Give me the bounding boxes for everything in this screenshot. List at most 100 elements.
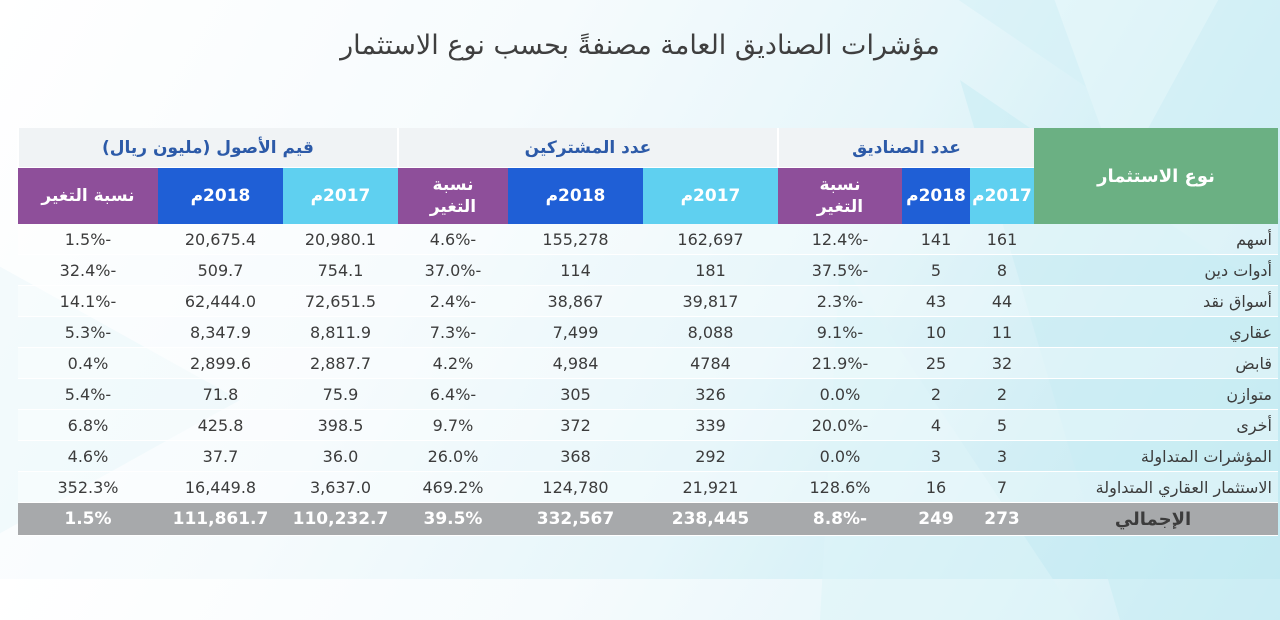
header-subscribers-2018: 2018م bbox=[507, 167, 643, 224]
header-change-bottom: التغير bbox=[816, 197, 864, 217]
cell-assets-change: -5.3% bbox=[17, 316, 158, 348]
header-change-bottom: التغير bbox=[429, 197, 477, 217]
cell-subscribers-2018: 305 bbox=[507, 378, 643, 410]
cell-subscribers-2017: 181 bbox=[642, 254, 778, 286]
cell-subscribers-change: -6.4% bbox=[397, 378, 508, 410]
cell-subscribers-2018: 38,867 bbox=[507, 285, 643, 317]
cell-name: الاستثمار العقاري المتداولة bbox=[1034, 471, 1278, 503]
table-row: الاستثمار العقاري المتداولة 7 16 128.6% 21,9… bbox=[17, 471, 1278, 503]
cell-funds-2018: 25 bbox=[902, 347, 970, 379]
cell-funds-2017: 8 bbox=[970, 254, 1034, 286]
cell-funds-change: -20.0% bbox=[777, 409, 902, 441]
cell-assets-2018: 62,444.0 bbox=[157, 285, 283, 317]
table-row: أسهم 161 141 -12.4% 162,697 155,278 -4.6% 20,98… bbox=[17, 224, 1278, 255]
header-group-assets: قيم الأصول (مليون ريال) bbox=[16, 128, 398, 168]
cell-funds-2018: 4 bbox=[902, 409, 970, 441]
cell-name: أسواق نقد bbox=[1034, 285, 1278, 317]
cell-subscribers-2017: 21,921 bbox=[642, 471, 778, 503]
cell-subscribers-2017: 339 bbox=[642, 409, 778, 441]
cell-funds-2017: 2 bbox=[970, 378, 1034, 410]
cell-assets-2018: 111,861.7 bbox=[157, 502, 283, 536]
cell-funds-2018: 16 bbox=[902, 471, 970, 503]
cell-funds-change: 0.0% bbox=[777, 440, 902, 472]
cell-subscribers-2018: 368 bbox=[507, 440, 643, 472]
table-row: قابض 32 25 -21.9% 4784 4,984 4.2% 2,887.7 2,899.… bbox=[17, 347, 1278, 379]
cell-subscribers-2017: 4784 bbox=[642, 347, 778, 379]
cell-funds-2017: 273 bbox=[970, 502, 1034, 536]
header-change-top: نسبة bbox=[819, 175, 861, 195]
cell-subscribers-2018: 7,499 bbox=[507, 316, 643, 348]
cell-assets-2017: 110,232.7 bbox=[282, 502, 398, 536]
cell-funds-2017: 7 bbox=[970, 471, 1034, 503]
header-group-funds: عدد الصناديق bbox=[776, 128, 1034, 168]
cell-subscribers-change: 469.2% bbox=[397, 471, 508, 503]
cell-funds-2017: 11 bbox=[970, 316, 1034, 348]
cell-assets-2017: 8,811.9 bbox=[282, 316, 398, 348]
cell-subscribers-change: -2.4% bbox=[397, 285, 508, 317]
header-change-top: نسبة bbox=[432, 175, 474, 195]
cell-subscribers-2018: 114 bbox=[507, 254, 643, 286]
cell-funds-change: 128.6% bbox=[777, 471, 902, 503]
cell-funds-2018: 3 bbox=[902, 440, 970, 472]
cell-subscribers-2018: 332,567 bbox=[507, 502, 643, 536]
cell-subscribers-2017: 8,088 bbox=[642, 316, 778, 348]
cell-subscribers-change: -4.6% bbox=[397, 224, 508, 255]
cell-subscribers-change: 26.0% bbox=[397, 440, 508, 472]
cell-assets-change: -32.4% bbox=[17, 254, 158, 286]
cell-assets-2018: 16,449.8 bbox=[157, 471, 283, 503]
cell-assets-2018: 71.8 bbox=[157, 378, 283, 410]
header-assets-change: نسبة التغير bbox=[17, 167, 158, 224]
cell-funds-2017: 161 bbox=[970, 224, 1034, 255]
cell-funds-2017: 3 bbox=[970, 440, 1034, 472]
header-assets-2018: 2018م bbox=[157, 167, 283, 224]
header-funds-change: نسبة التغير bbox=[777, 167, 902, 224]
cell-assets-2017: 754.1 bbox=[282, 254, 398, 286]
cell-name: أخرى bbox=[1034, 409, 1278, 441]
indicators-table-wrapper: نوع الاستثمار عدد الصناديق عدد المشتركين… bbox=[16, 128, 1278, 536]
cell-assets-change: 352.3% bbox=[17, 471, 158, 503]
cell-assets-change: 6.8% bbox=[17, 409, 158, 441]
header-investment-type: نوع الاستثمار bbox=[1034, 128, 1278, 224]
cell-assets-change: -5.4% bbox=[17, 378, 158, 410]
header-subscribers-change: نسبة التغير bbox=[397, 167, 508, 224]
cell-assets-change: -1.5% bbox=[17, 224, 158, 255]
cell-funds-2018: 43 bbox=[902, 285, 970, 317]
cell-subscribers-2018: 124,780 bbox=[507, 471, 643, 503]
header-funds-2017: 2017م bbox=[970, 167, 1034, 224]
cell-funds-change: -8.8% bbox=[777, 502, 902, 536]
table-row: أدوات دين 8 5 -37.5% 181 114 -37.0% 754.1 509.7-… bbox=[17, 254, 1278, 286]
cell-subscribers-2017: 162,697 bbox=[642, 224, 778, 255]
cell-subscribers-2018: 372 bbox=[507, 409, 643, 441]
cell-subscribers-2018: 155,278 bbox=[507, 224, 643, 255]
cell-assets-2018: 509.7 bbox=[157, 254, 283, 286]
cell-name: الإجمالي bbox=[1034, 502, 1278, 536]
cell-funds-change: -37.5% bbox=[777, 254, 902, 286]
cell-name: أسهم bbox=[1034, 224, 1278, 255]
table-body: أسهم 161 141 -12.4% 162,697 155,278 -4.6% 20,98… bbox=[17, 224, 1278, 536]
header-subscribers-2017: 2017م bbox=[642, 167, 778, 224]
cell-funds-2018: 141 bbox=[902, 224, 970, 255]
cell-name: عقاري bbox=[1034, 316, 1278, 348]
cell-assets-2018: 2,899.6 bbox=[157, 347, 283, 379]
cell-funds-2017: 44 bbox=[970, 285, 1034, 317]
cell-name: المؤشرات المتداولة bbox=[1034, 440, 1278, 472]
cell-assets-2017: 36.0 bbox=[282, 440, 398, 472]
cell-assets-2018: 425.8 bbox=[157, 409, 283, 441]
cell-subscribers-change: -37.0% bbox=[397, 254, 508, 286]
cell-subscribers-change: 4.2% bbox=[397, 347, 508, 379]
cell-assets-2017: 398.5 bbox=[282, 409, 398, 441]
cell-funds-2017: 5 bbox=[970, 409, 1034, 441]
cell-name: أدوات دين bbox=[1034, 254, 1278, 286]
cell-assets-change: 4.6% bbox=[17, 440, 158, 472]
cell-subscribers-2017: 326 bbox=[642, 378, 778, 410]
table-row: أسواق نقد 44 43 -2.3% 39,817 38,867 -2.4% 72,65… bbox=[17, 285, 1278, 317]
cell-subscribers-2018: 4,984 bbox=[507, 347, 643, 379]
cell-funds-2017: 32 bbox=[970, 347, 1034, 379]
cell-funds-2018: 2 bbox=[902, 378, 970, 410]
cell-subscribers-2017: 292 bbox=[642, 440, 778, 472]
header-assets-2017: 2017م bbox=[282, 167, 398, 224]
cell-assets-change: 1.5% bbox=[17, 502, 158, 536]
cell-subscribers-change: -7.3% bbox=[397, 316, 508, 348]
cell-funds-2018: 5 bbox=[902, 254, 970, 286]
cell-funds-2018: 249 bbox=[902, 502, 970, 536]
